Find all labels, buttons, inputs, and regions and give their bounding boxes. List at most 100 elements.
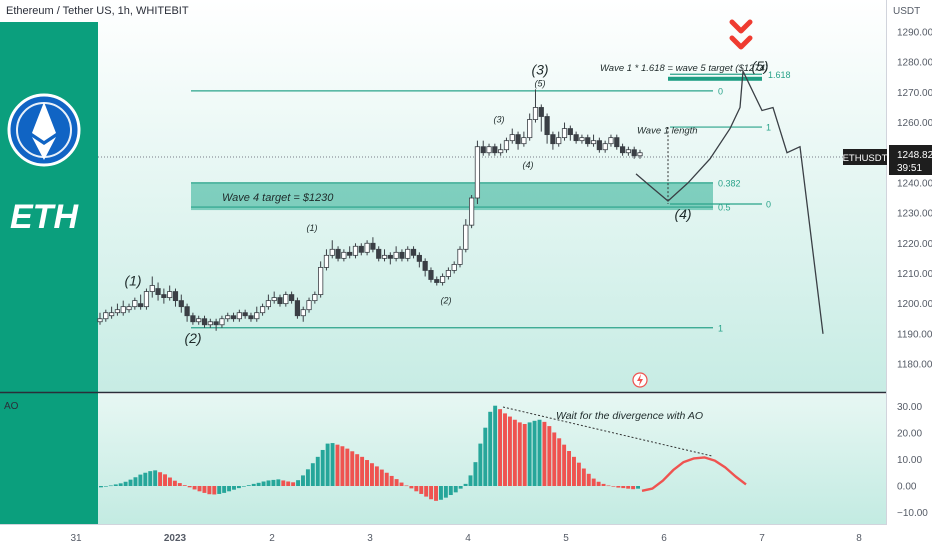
candle bbox=[242, 309, 248, 319]
ao-bar bbox=[503, 413, 507, 486]
ao-bar bbox=[473, 462, 478, 486]
candle bbox=[434, 276, 440, 286]
candle bbox=[358, 243, 364, 256]
candle bbox=[352, 243, 359, 259]
lightning-icon[interactable] bbox=[632, 372, 648, 388]
candle bbox=[596, 137, 602, 153]
ethereum-diamond-icon bbox=[32, 102, 56, 141]
candle bbox=[405, 246, 411, 262]
candle bbox=[556, 131, 562, 147]
candle bbox=[190, 312, 196, 325]
ao-bar bbox=[291, 482, 296, 486]
ao-tick-label: 0.00 bbox=[897, 482, 917, 493]
ao-bar bbox=[182, 485, 187, 486]
candle bbox=[527, 113, 533, 141]
candle bbox=[155, 282, 161, 301]
candle bbox=[323, 249, 330, 271]
fib-retracement-level: 0.5 bbox=[718, 203, 731, 213]
fib-retracement-level: 1 bbox=[718, 323, 723, 333]
wave-label: (2) bbox=[184, 330, 201, 346]
ao-bar bbox=[246, 485, 251, 486]
chevron-down-icon-2 bbox=[729, 35, 753, 50]
ao-bar bbox=[227, 486, 232, 492]
wave-label: (2) bbox=[441, 296, 452, 306]
left-brand-panel bbox=[0, 0, 98, 524]
candle bbox=[445, 267, 451, 280]
candle bbox=[498, 143, 504, 156]
ao-bar bbox=[488, 411, 493, 486]
candle bbox=[573, 131, 579, 144]
ao-bar bbox=[108, 485, 113, 487]
ao-bar bbox=[236, 486, 241, 489]
wave-label: (4) bbox=[523, 160, 534, 170]
ao-bar bbox=[232, 486, 236, 490]
ao-bar bbox=[537, 419, 542, 486]
price-tick-label: 1210.00 bbox=[897, 269, 932, 280]
ao-bar bbox=[616, 486, 621, 488]
ao-bar bbox=[296, 480, 301, 486]
ao-bar bbox=[532, 420, 537, 486]
ao-bar bbox=[522, 423, 527, 486]
time-tick-label: 5 bbox=[563, 533, 569, 544]
candle bbox=[625, 146, 631, 156]
wave5-target-line[interactable] bbox=[668, 76, 762, 81]
eth-logo: ETH bbox=[7, 93, 81, 236]
candle bbox=[399, 249, 405, 262]
candle bbox=[271, 291, 277, 304]
wave5-target-label: Wave 1 * 1.618 = wave 5 target ($1274) bbox=[600, 63, 768, 74]
candle bbox=[486, 143, 492, 156]
ao-bar bbox=[365, 460, 369, 486]
ao-bar bbox=[281, 480, 286, 486]
candle bbox=[515, 131, 521, 150]
ao-bar bbox=[429, 486, 434, 500]
candle bbox=[393, 246, 399, 262]
candle bbox=[294, 297, 301, 319]
ao-bar bbox=[207, 486, 212, 495]
candle bbox=[550, 131, 556, 150]
wave4-target-zone[interactable] bbox=[191, 182, 713, 211]
projection-layer bbox=[635, 68, 824, 334]
ao-bar bbox=[468, 475, 473, 486]
symbol-title: Ethereum / Tether US, 1h, WHITEBIT bbox=[6, 5, 189, 17]
wave1-length-label: Wave 1 length bbox=[637, 126, 698, 137]
fib-drawings: Wave 4 target = $1230 0 0.382 0.5 1 1.618 1 0 Wa… bbox=[191, 63, 791, 333]
candle bbox=[132, 297, 138, 310]
candle bbox=[614, 134, 620, 150]
ao-bar bbox=[517, 422, 522, 486]
wave-label: (1) bbox=[124, 273, 141, 289]
ao-pane-background bbox=[98, 394, 887, 524]
candle bbox=[416, 252, 422, 268]
price-tick-label: 1280.00 bbox=[897, 58, 932, 69]
ao-bar bbox=[123, 481, 128, 486]
candle bbox=[474, 140, 481, 205]
ao-bar bbox=[586, 473, 591, 486]
candle bbox=[469, 194, 475, 229]
candle bbox=[265, 294, 271, 310]
candle bbox=[335, 246, 341, 262]
wave-label: (3) bbox=[494, 115, 505, 125]
ao-bar bbox=[434, 486, 438, 501]
ao-bar bbox=[133, 477, 138, 486]
ao-bar bbox=[478, 443, 483, 486]
candle bbox=[277, 294, 283, 307]
candle bbox=[387, 252, 393, 265]
candle bbox=[161, 288, 167, 304]
candle bbox=[463, 219, 469, 253]
ao-bar bbox=[374, 466, 379, 486]
candle bbox=[126, 303, 132, 313]
candle bbox=[579, 134, 585, 144]
current-price-value: 1248.82 bbox=[897, 150, 932, 161]
ao-bar bbox=[286, 481, 291, 486]
candle bbox=[178, 294, 184, 313]
candle bbox=[109, 306, 115, 319]
fib-extension-level: 1.618 bbox=[768, 70, 791, 80]
time-tick-label: 7 bbox=[759, 533, 765, 544]
ao-bar bbox=[438, 486, 443, 500]
ao-bar bbox=[562, 444, 567, 486]
price-tick-label: 1240.00 bbox=[897, 178, 932, 189]
title-strip bbox=[0, 0, 98, 22]
ao-bar bbox=[222, 486, 227, 493]
ao-bar bbox=[512, 419, 517, 486]
candle bbox=[283, 291, 289, 307]
